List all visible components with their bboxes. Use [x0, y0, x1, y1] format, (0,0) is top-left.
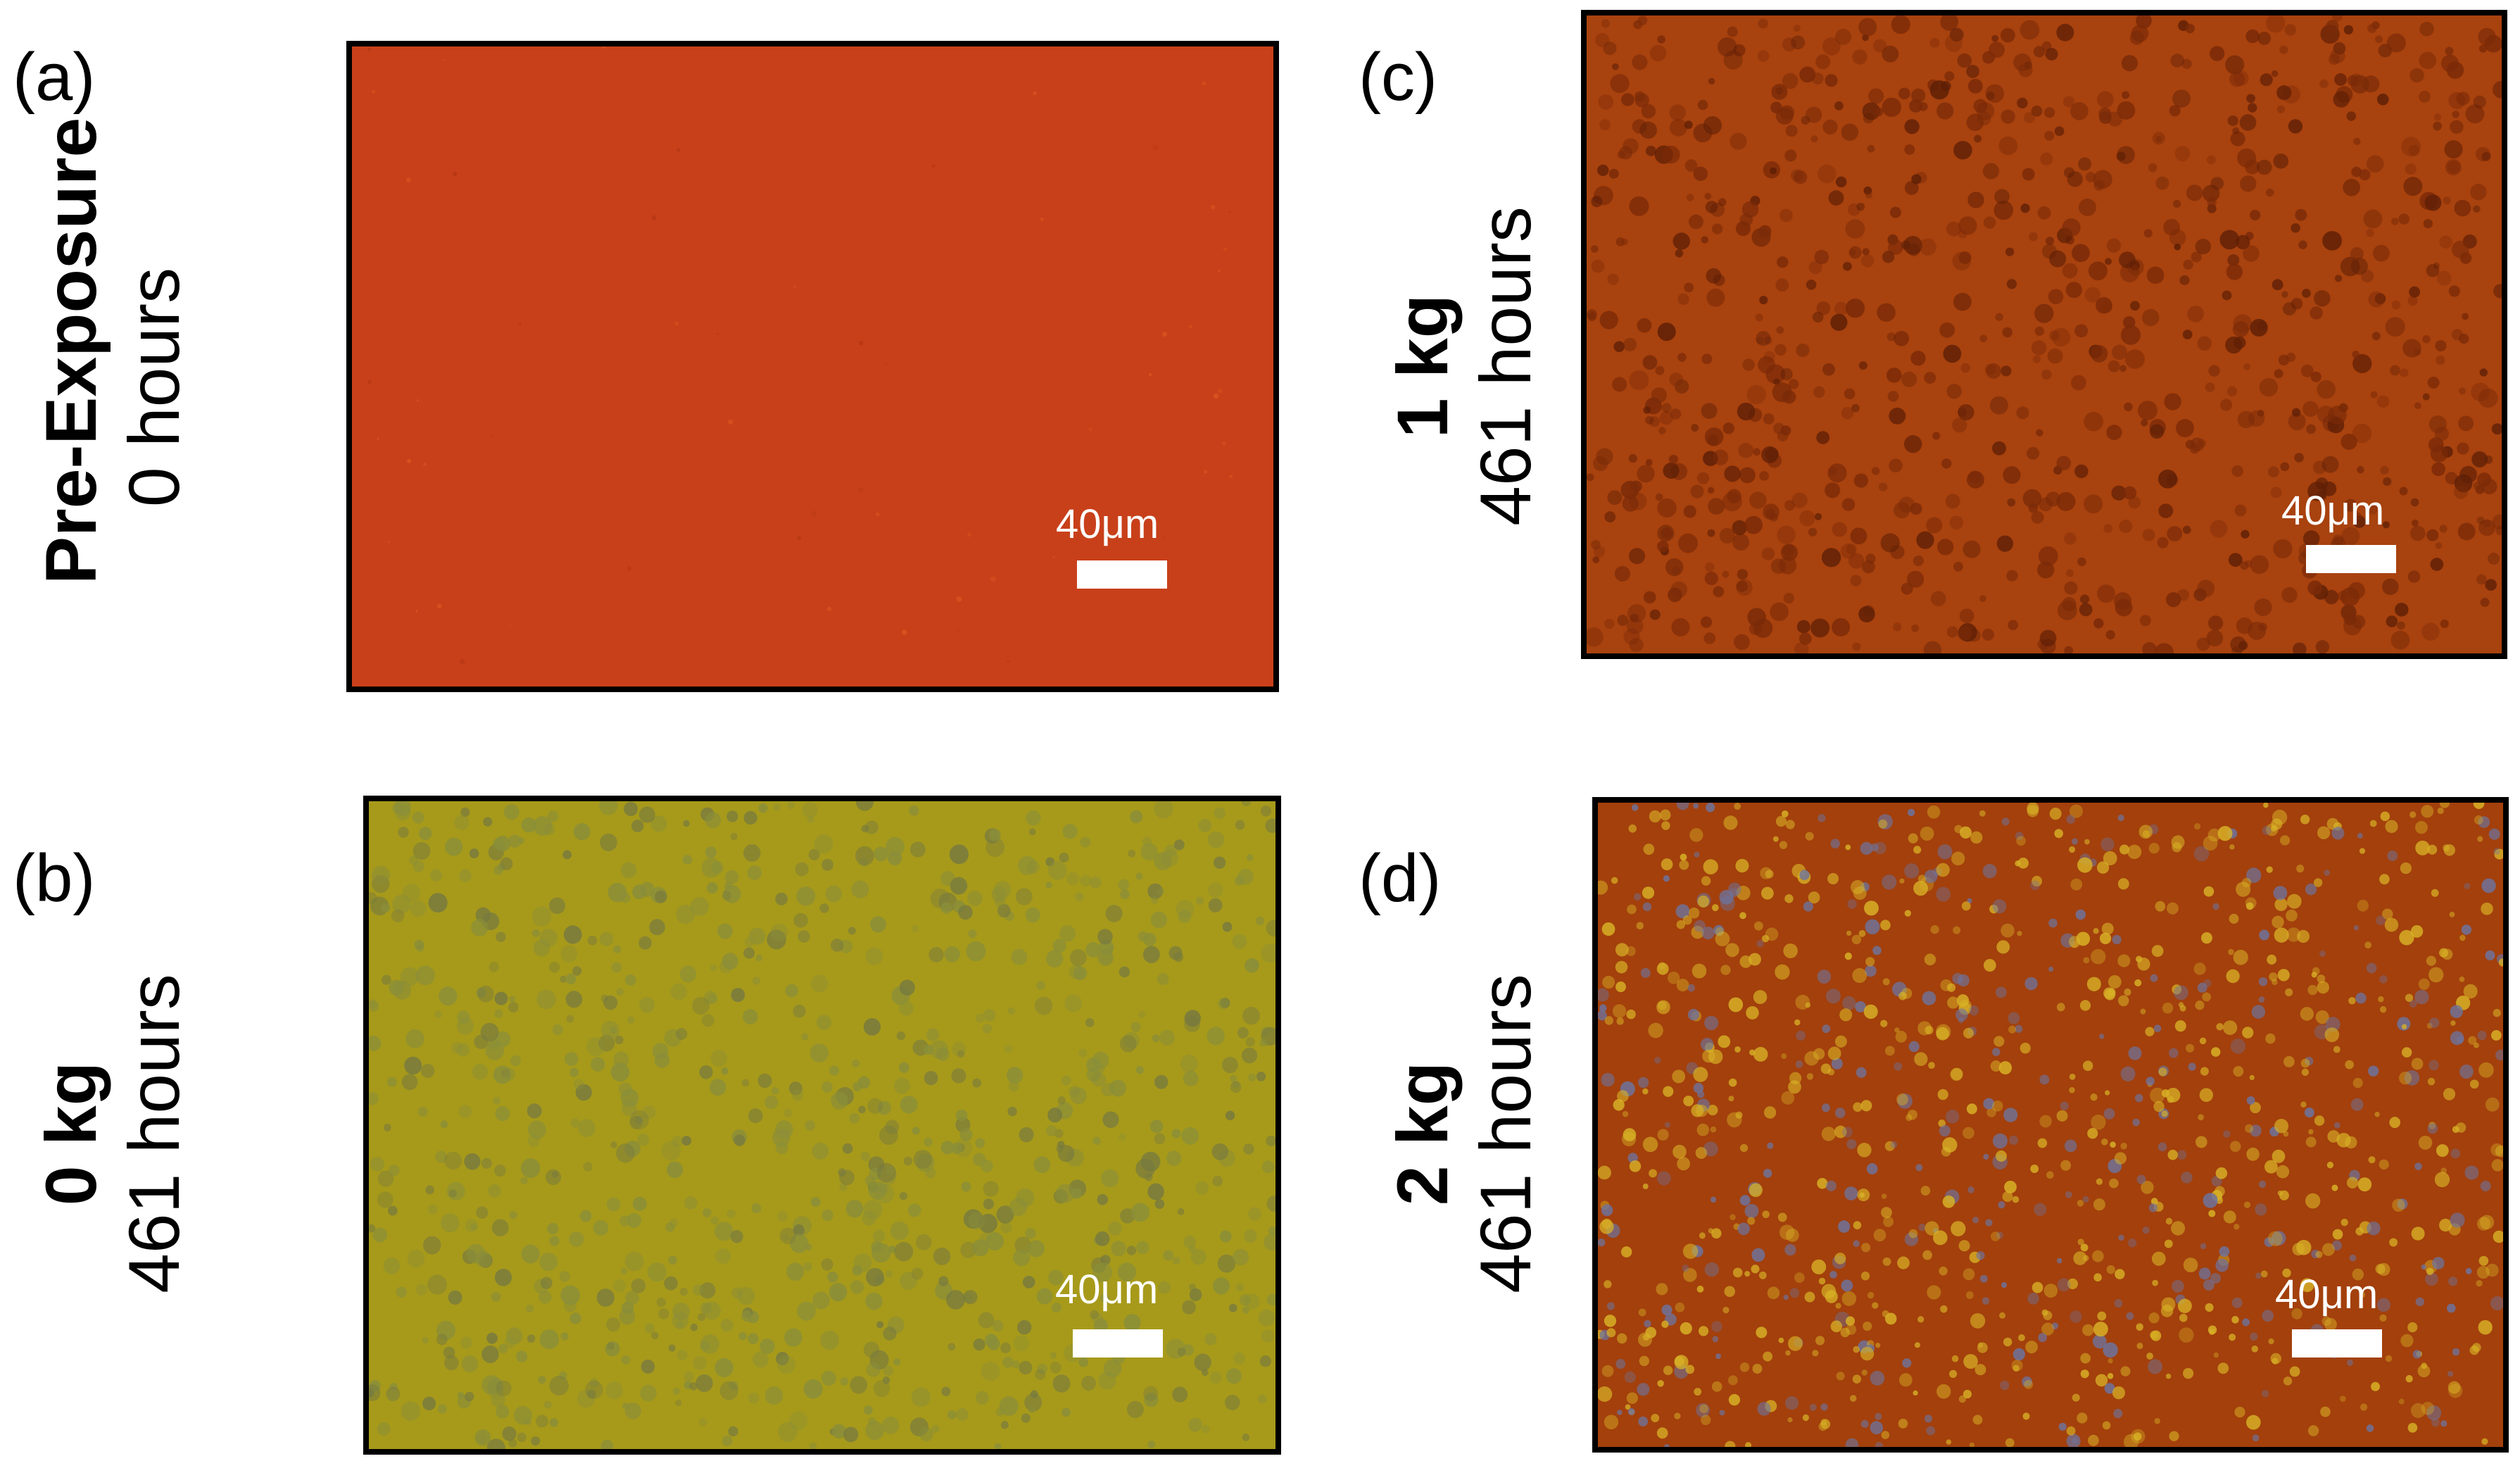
- panel-a-micrograph-image: [352, 46, 1273, 686]
- panel-b-texture: [369, 801, 1275, 1449]
- panel-d-duration: 461 hours: [1466, 974, 1546, 1293]
- panel-d-side-label: 2 kg 461 hours: [1382, 936, 1556, 1331]
- panel-d-texture: [1598, 803, 2503, 1447]
- panel-b-scale-bar: [1073, 1329, 1163, 1357]
- panel-a-letter: (a): [13, 39, 96, 115]
- panel-c-micrograph: 40μm: [1581, 10, 2507, 659]
- panel-a-scale-label: 40μm: [1056, 501, 1159, 547]
- panel-b-scale-label: 40μm: [1055, 1267, 1159, 1312]
- panel-c-condition: 1 kg: [1382, 294, 1463, 439]
- panel-d-letter: (d): [1359, 841, 1442, 916]
- panel-a-condition: Pre-Exposure: [31, 117, 111, 584]
- panel-a-scale-bar: [1077, 560, 1167, 589]
- panel-b-duration: 461 hours: [114, 974, 194, 1293]
- panel-d-micrograph: 40μm: [1592, 797, 2509, 1453]
- panel-b-side-label: 0 kg 461 hours: [31, 936, 204, 1331]
- panel-c-scale-bar: [2306, 545, 2396, 573]
- panel-a-micrograph: 40μm: [346, 41, 1279, 692]
- panel-c-letter: (c): [1359, 39, 1437, 115]
- panel-b-micrograph: 40μm: [363, 796, 1281, 1455]
- panel-c-texture: [1587, 15, 2502, 653]
- panel-d-scale-bar: [2292, 1329, 2382, 1357]
- panel-d-scale-label: 40μm: [2275, 1272, 2379, 1317]
- panel-a-side-label: Pre-Exposure 0 hours: [31, 117, 204, 584]
- panel-b-condition: 0 kg: [31, 1061, 111, 1206]
- panel-a-background: [352, 46, 1273, 686]
- panel-a-duration: 0 hours: [114, 267, 194, 508]
- panel-c-scale-label: 40μm: [2281, 488, 2385, 534]
- panel-d-condition: 2 kg: [1382, 1061, 1463, 1206]
- panel-c-side-label: 1 kg 461 hours: [1382, 169, 1556, 563]
- panel-c-duration: 461 hours: [1466, 206, 1546, 526]
- panel-b-letter: (b): [13, 841, 96, 916]
- panel-a-texture: [367, 46, 1233, 665]
